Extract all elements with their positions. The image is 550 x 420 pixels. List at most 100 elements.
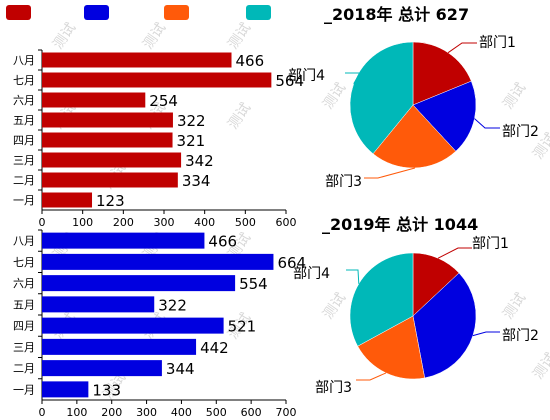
bar — [42, 192, 93, 208]
data-label: 322 — [177, 112, 206, 130]
y-tick-label: 六月 — [13, 94, 35, 107]
bar-chart-2019: 0 100 200 300 400 500 600 700 一月 133 二月 344 三月 442 四月 5… — [13, 229, 306, 419]
y-tick-label: 一月 — [13, 194, 35, 207]
data-label: 123 — [96, 192, 125, 210]
x-tick-label: 600 — [276, 216, 297, 229]
pie-slice — [349, 252, 414, 347]
data-label: 466 — [208, 233, 237, 251]
y-tick-label: 三月 — [13, 154, 35, 167]
watermark-text: 测试 — [500, 290, 529, 322]
y-tick-label: 六月 — [13, 277, 35, 290]
legend — [6, 5, 271, 20]
pie-chart-2018: _2018年 总计 627 部门1 部门2 部门3 部门4 — [288, 5, 539, 190]
watermark-text: 测试 — [320, 290, 349, 322]
y-tick-label: 四月 — [13, 320, 35, 333]
x-tick-label: 400 — [194, 216, 215, 229]
x-tick-label: 100 — [66, 406, 87, 419]
slice-label: 部门4 — [293, 266, 330, 282]
pie-slice — [349, 41, 414, 155]
slice-label: 部门3 — [315, 380, 352, 396]
watermark-text: 测试 — [140, 20, 169, 52]
leader-line — [345, 72, 361, 85]
legend-swatch — [6, 5, 31, 20]
data-label: 521 — [228, 318, 257, 336]
y-tick-label: 四月 — [13, 134, 35, 147]
bar — [42, 275, 236, 292]
y-tick-label: 二月 — [13, 174, 35, 187]
data-label: 554 — [239, 275, 268, 293]
slice-label: 部门1 — [479, 35, 516, 51]
bar — [42, 360, 162, 377]
pie-slice — [357, 315, 425, 380]
y-tick-label: 八月 — [13, 54, 35, 67]
slice-label: 部门4 — [288, 68, 325, 84]
data-label: 322 — [158, 296, 187, 314]
bar — [42, 52, 232, 68]
bar-chart-2018: 0 100 200 300 400 500 600 一月 123 二月 334 三月 342 四月 321 五… — [13, 49, 304, 229]
x-tick-label: 600 — [241, 406, 262, 419]
data-label: 466 — [236, 52, 265, 70]
y-tick-label: 一月 — [13, 383, 35, 396]
y-tick-label: 七月 — [13, 74, 35, 87]
data-label: 254 — [149, 92, 178, 110]
x-tick-label: 100 — [72, 216, 93, 229]
watermark-text: 测试 — [50, 20, 79, 52]
x-tick-label: 200 — [113, 216, 134, 229]
bar — [42, 172, 178, 188]
x-tick-label: 500 — [206, 406, 227, 419]
x-tick-label: 200 — [101, 406, 122, 419]
bar — [42, 72, 272, 88]
slice-label: 部门2 — [502, 124, 539, 140]
legend-swatch — [246, 5, 271, 20]
data-label: 344 — [166, 360, 195, 378]
bar — [42, 381, 89, 398]
data-label: 133 — [92, 381, 121, 399]
bar — [42, 317, 224, 334]
data-label: 564 — [275, 72, 304, 90]
y-tick-label: 五月 — [13, 298, 35, 311]
leader-line — [364, 167, 416, 179]
x-tick-label: 300 — [136, 406, 157, 419]
pie-title-2019: _2019年 总计 1044 — [322, 215, 478, 234]
x-tick-label: 400 — [171, 406, 192, 419]
data-label: 442 — [200, 339, 229, 357]
bar — [42, 112, 173, 128]
bar — [42, 92, 146, 108]
data-label: 342 — [185, 152, 214, 170]
legend-swatch — [164, 5, 189, 20]
bar — [42, 296, 155, 313]
legend-swatch — [84, 5, 109, 20]
bar — [42, 152, 182, 168]
y-tick-label: 八月 — [13, 235, 35, 248]
leader-line — [437, 247, 472, 259]
slice-label: 部门1 — [472, 236, 509, 252]
y-tick-label: 七月 — [13, 256, 35, 269]
leader-line — [474, 118, 500, 129]
bar — [42, 338, 197, 355]
x-tick-label: 0 — [39, 216, 46, 229]
data-label: 321 — [177, 132, 206, 150]
pie-title-2018: _2018年 总计 627 — [324, 5, 469, 24]
bar — [42, 253, 274, 270]
y-tick-label: 二月 — [13, 362, 35, 375]
slice-label: 部门2 — [502, 328, 539, 344]
watermark-text: 测试 — [225, 20, 254, 52]
watermark-text: 测试 — [500, 80, 529, 112]
leader-line — [346, 269, 360, 284]
leader-line — [356, 372, 387, 381]
bar — [42, 132, 173, 148]
leader-line — [447, 42, 477, 54]
watermark-text: 测试 — [530, 350, 550, 382]
slice-label: 部门3 — [325, 174, 362, 190]
bar — [42, 232, 205, 249]
x-tick-label: 700 — [276, 406, 297, 419]
pie-chart-2019: _2019年 总计 1044 部门1 部门2 部门3 部门4 — [293, 215, 539, 396]
watermark-text: 测试 — [225, 100, 254, 132]
x-tick-label: 500 — [235, 216, 256, 229]
pie-slice — [412, 272, 477, 379]
x-tick-label: 300 — [154, 216, 175, 229]
y-tick-label: 三月 — [13, 341, 35, 354]
x-tick-label: 0 — [39, 406, 46, 419]
data-label: 664 — [277, 254, 306, 272]
y-tick-label: 五月 — [13, 114, 35, 127]
